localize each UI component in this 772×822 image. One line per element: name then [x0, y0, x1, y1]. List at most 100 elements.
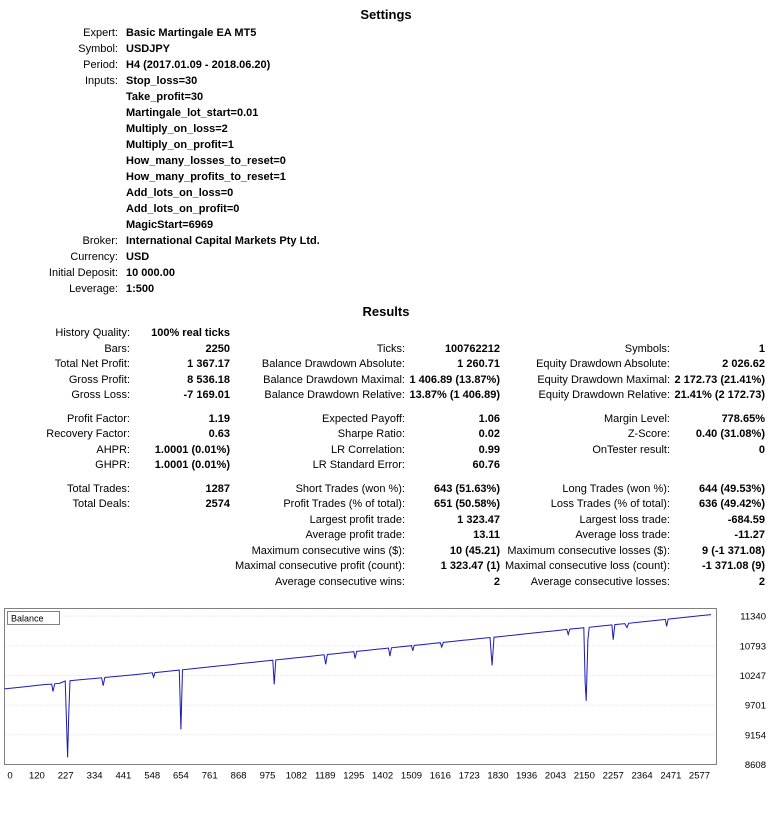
result-label: Maximum consecutive wins ($): [251, 544, 405, 557]
setting-label: Period: [83, 59, 118, 71]
result-label: Profit Factor: [67, 412, 130, 425]
results-row: Largest profit trade: 1 323.47 Largest los… [0, 513, 772, 529]
result-label: Recovery Factor: [46, 428, 130, 440]
result-value: 100% real ticks [151, 327, 230, 339]
result-value: 2 [758, 575, 765, 588]
result-label: Average profit trade: [305, 529, 405, 541]
result-label: Average consecutive wins: [274, 575, 405, 588]
results-row: Maximum consecutive wins ($): 10 (45.21) M… [0, 544, 772, 560]
result-label: Balance Drawdown Relative: [264, 389, 405, 401]
x-axis-label: 2150 [574, 771, 595, 782]
results-row: Average profit trade: 13.11 Average loss t… [0, 528, 772, 544]
result-label: OnTester result: [592, 443, 670, 456]
result-value: 1 367.17 [187, 358, 230, 370]
result-label [500, 458, 670, 474]
result-value: 2 026.62 [722, 358, 765, 370]
result-value [670, 458, 765, 474]
results-section-title: Results [362, 304, 410, 319]
x-axis-label: 1509 [401, 771, 422, 782]
result-value: 644 (49.53%) [698, 482, 765, 495]
setting-label: Expert: [83, 27, 118, 39]
result-value: 1 260.71 [457, 358, 500, 370]
result-value: 1 406.89 (13.87%) [409, 373, 500, 386]
result-label: Margin Level: [603, 412, 670, 425]
results-row: Total Net Profit: 1 367.17 Balance Drawdow… [0, 357, 772, 373]
setting-value: Add_lots_on_profit=0 [126, 203, 240, 215]
y-axis-label: 9701 [745, 701, 766, 712]
setting-label: Broker: [82, 235, 118, 247]
results-row: Maximal consecutive profit (count): 1 323… [0, 559, 772, 575]
result-label: Total Net Profit: [54, 358, 130, 370]
result-value: 1 323.47 [457, 513, 500, 526]
result-value: 636 (49.42%) [698, 498, 765, 510]
x-axis-label: 1082 [286, 771, 307, 782]
x-axis-label: 1616 [430, 771, 451, 782]
results-row: GHPR: 1.0001 (0.01%) LR Standard Error: 60.… [0, 458, 772, 474]
result-value: -1 371.08 (9) [702, 560, 765, 572]
x-axis-label: 975 [260, 771, 276, 782]
result-value [130, 559, 230, 575]
setting-label: Symbol: [78, 43, 118, 55]
result-value: 10 (45.21) [449, 544, 500, 557]
results-row: Recovery Factor: 0.63 Sharpe Ratio: 0.02 Z-S… [0, 427, 772, 443]
result-value: 1 [758, 342, 765, 355]
setting-value: International Capital Markets Pty Ltd. [126, 235, 320, 247]
x-axis-label: 1189 [315, 771, 335, 782]
settings-row: Period: H4 (2017.01.09 - 2018.06.20) [0, 57, 772, 73]
result-value [405, 326, 500, 342]
setting-value: USDJPY [126, 43, 171, 55]
result-label: Equity Drawdown Absolute: [536, 358, 670, 370]
x-axis-label: 441 [115, 771, 131, 782]
settings-row: Take_profit=30 [0, 89, 772, 105]
result-value [670, 326, 765, 342]
result-label: Total Trades: [67, 482, 130, 495]
x-axis-label: 120 [29, 771, 45, 782]
result-label [500, 326, 670, 342]
setting-label: Initial Deposit: [48, 267, 118, 279]
result-label: Sharpe Ratio: [337, 428, 405, 440]
setting-value: Martingale_lot_start=0.01 [126, 107, 259, 119]
result-label: Bars: [104, 342, 130, 355]
y-axis-label: 10793 [740, 641, 766, 652]
result-label: AHPR: [96, 443, 130, 456]
setting-value: Stop_loss=30 [126, 75, 198, 87]
setting-label [0, 185, 118, 201]
y-axis-label: 11340 [740, 612, 766, 623]
x-axis-label: 1830 [487, 771, 508, 782]
setting-value: H4 (2017.01.09 - 2018.06.20) [126, 59, 271, 71]
result-label: Maximal consecutive profit (count): [235, 560, 405, 572]
setting-label [0, 121, 118, 137]
x-axis-label: 334 [87, 771, 103, 782]
result-label: Maximal consecutive loss (count): [504, 560, 670, 572]
result-value: 1 323.47 (1) [440, 560, 500, 572]
result-label: GHPR: [95, 459, 130, 471]
settings-row: Leverage: 1:500 [0, 281, 772, 297]
setting-label [0, 105, 118, 121]
result-label [0, 575, 130, 591]
result-label [0, 513, 130, 529]
balance-chart-container: 8608 9154 9701 10247 10793 11340 0 120 227 334 441… [0, 606, 772, 790]
settings-row: Initial Deposit: 10 000.00 [0, 265, 772, 281]
x-axis-label: 1402 [372, 771, 393, 782]
result-value: 13.11 [473, 529, 500, 541]
result-label: Largest profit trade: [309, 513, 405, 526]
result-label: Long Trades (won %): [562, 482, 670, 495]
result-label: Ticks: [376, 342, 405, 355]
result-value: 651 (50.58%) [433, 498, 500, 510]
chart-legend-box [7, 611, 60, 625]
result-value [130, 528, 230, 544]
x-axis-label: 2471 [660, 771, 681, 782]
settings-row: Currency: USD [0, 249, 772, 265]
settings-row: MagicStart=6969 [0, 217, 772, 233]
settings-table: Expert: Basic Martingale EA MT5 Symbol: USD… [0, 25, 772, 297]
chart-legend-label: Balance [11, 614, 44, 624]
result-label: Equity Drawdown Maximal: [537, 373, 670, 386]
settings-row: Broker: International Capital Markets Pty… [0, 233, 772, 249]
setting-value: Multiply_on_profit=1 [126, 139, 234, 151]
setting-label [0, 89, 118, 105]
result-value: 0.99 [478, 443, 500, 456]
result-value: -684.59 [727, 513, 765, 526]
x-axis-label: 1936 [516, 771, 537, 782]
result-value: 100762212 [444, 342, 500, 355]
result-label: Equity Drawdown Relative: [538, 389, 670, 401]
